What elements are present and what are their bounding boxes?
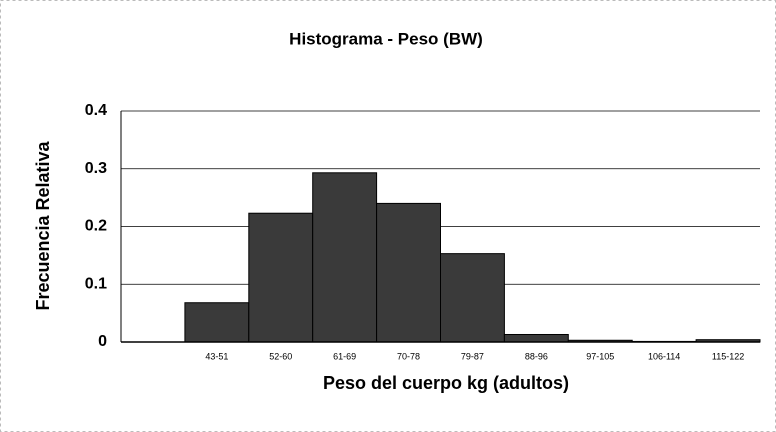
chart-title: Histograma - Peso (BW) [289,29,483,48]
x-tick-label: 115-122 [712,351,744,361]
x-tick-label: 79-87 [461,351,484,361]
bar [312,172,378,343]
y-tick-label: 0.3 [85,160,107,177]
bar [184,302,250,343]
x-tick-label: 70-78 [397,351,420,361]
x-tick-label: 52-60 [269,351,292,361]
x-tick-label: 106-114 [648,351,680,361]
x-tick-label: 88-96 [525,351,548,361]
bar [503,333,569,343]
x-axis-label: Peso del cuerpo kg (adultos) [323,373,569,393]
y-tick-label: 0.2 [85,218,107,235]
bar [440,253,505,343]
y-tick-label: 0.1 [85,275,107,292]
y-axis-label: Frecuencia Relativa [33,140,53,310]
x-tick-label: 43-51 [205,351,228,361]
y-tick-label: 0 [98,333,107,350]
bar [248,212,314,343]
x-tick-label: 61-69 [333,351,356,361]
bar [376,202,442,343]
y-tick-label: 0.4 [85,102,107,119]
x-tick-label: 97-105 [586,351,614,361]
